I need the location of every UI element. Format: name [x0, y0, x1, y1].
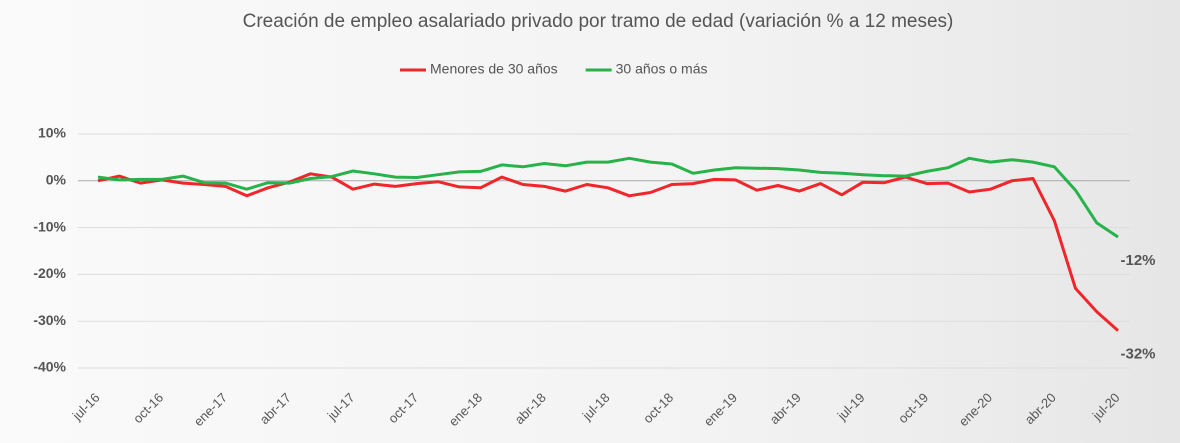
series-line	[97, 172, 1119, 332]
x-tick-label: ene-20	[956, 390, 995, 429]
data-label: -12%	[1120, 252, 1155, 269]
x-tick-label: jul-18	[579, 390, 613, 424]
x-tick-label: jul-16	[69, 390, 103, 424]
x-tick-label: jul-19	[834, 390, 868, 424]
x-tick-label: abr-18	[512, 390, 549, 427]
x-tick-label: oct-18	[640, 390, 676, 426]
chart-title: Creación de empleo asalariado privado po…	[243, 11, 954, 32]
x-tick-label: jul-17	[324, 390, 358, 424]
legend-label: 30 años o más	[616, 61, 708, 77]
x-tick-label: oct-17	[385, 390, 421, 426]
x-tick-label: jul-20	[1089, 390, 1123, 424]
x-tick-label: oct-16	[130, 390, 166, 426]
y-tick-label: -30%	[33, 312, 66, 328]
x-tick-label: abr-20	[1022, 390, 1059, 427]
x-tick-label: ene-17	[191, 390, 230, 429]
y-tick-label: -20%	[33, 265, 66, 281]
x-tick-label: oct-19	[895, 390, 931, 426]
x-tick-label: abr-17	[257, 390, 294, 427]
y-tick-label: 0%	[46, 172, 67, 188]
x-tick-label: ene-19	[701, 390, 740, 429]
data-label: -32%	[1120, 346, 1155, 363]
legend-label: Menores de 30 años	[430, 61, 558, 77]
series-line	[97, 156, 1119, 239]
y-tick-label: -10%	[33, 218, 66, 234]
y-tick-label: 10%	[38, 125, 67, 141]
y-tick-label: -40%	[33, 359, 66, 375]
x-tick-label: abr-19	[767, 390, 804, 427]
x-tick-label: ene-18	[446, 390, 485, 429]
